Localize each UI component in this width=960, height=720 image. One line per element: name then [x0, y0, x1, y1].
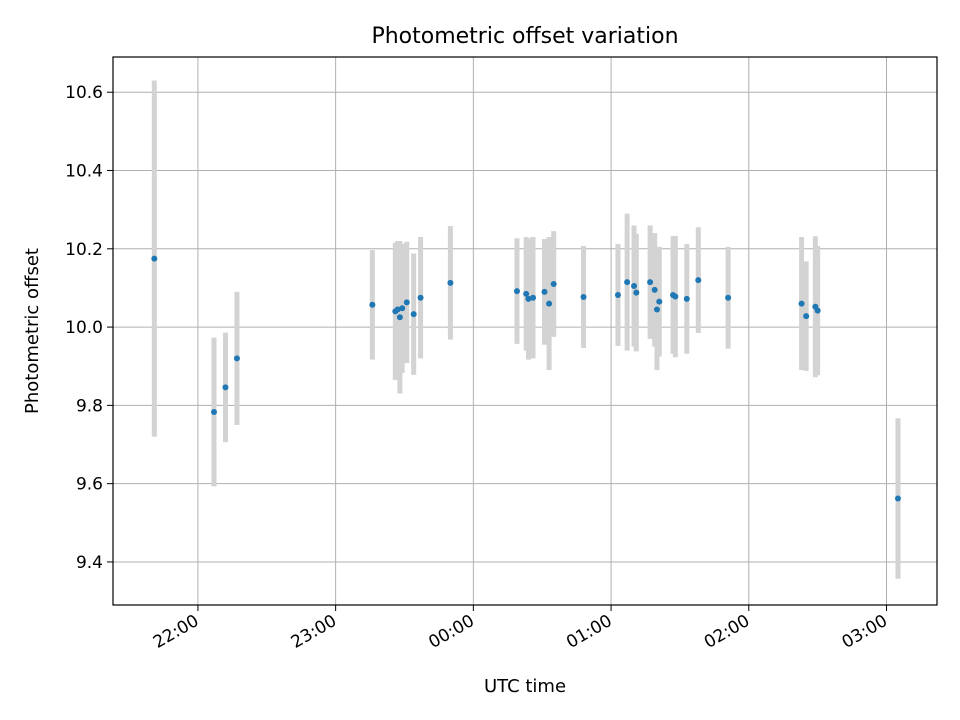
x-axis-label: UTC time	[484, 676, 566, 697]
chart-title: Photometric offset variation	[371, 24, 678, 49]
data-point	[410, 311, 417, 318]
data-point	[633, 289, 640, 296]
data-point	[683, 295, 690, 302]
data-point	[513, 288, 520, 295]
data-point	[653, 306, 660, 313]
y-tick-label: 10.0	[65, 318, 103, 338]
data-point	[672, 293, 679, 300]
y-tick-label: 9.6	[76, 475, 103, 495]
data-point	[541, 288, 548, 295]
data-point	[624, 279, 631, 286]
y-tick-label: 10.4	[65, 162, 103, 182]
y-tick-label: 10.2	[65, 240, 103, 260]
data-point	[798, 300, 805, 307]
axes-frame	[112, 56, 938, 606]
data-point	[222, 384, 229, 391]
data-point	[210, 409, 217, 416]
data-point	[525, 295, 532, 302]
data-point	[647, 279, 654, 286]
y-axis-label: Photometric offset	[22, 248, 43, 414]
data-point	[151, 255, 158, 262]
y-tick-label: 9.8	[76, 396, 103, 416]
data-point	[447, 279, 454, 286]
data-point	[695, 277, 702, 284]
data-point	[396, 314, 403, 321]
data-point	[725, 294, 732, 301]
data-point	[614, 291, 621, 298]
data-point	[403, 299, 410, 306]
data-point	[814, 307, 821, 314]
data-point	[656, 298, 663, 305]
data-point	[530, 294, 537, 301]
data-point	[580, 293, 587, 300]
grid	[113, 57, 937, 605]
ticks: 9.49.69.810.010.210.410.622:00 23:00 00:00…	[65, 83, 891, 653]
data-point	[631, 282, 638, 289]
data-point	[399, 305, 406, 312]
data-point	[550, 281, 557, 288]
data-point	[523, 290, 530, 297]
y-tick-label: 9.4	[76, 553, 103, 573]
data-point	[369, 301, 376, 308]
data-point	[233, 355, 240, 362]
data-points	[151, 255, 901, 502]
y-tick-label: 10.6	[65, 83, 103, 103]
data-point	[546, 300, 553, 307]
data-point	[417, 294, 424, 301]
data-point	[651, 286, 658, 293]
data-point	[803, 313, 810, 320]
data-point	[394, 306, 401, 313]
data-point	[894, 495, 901, 502]
